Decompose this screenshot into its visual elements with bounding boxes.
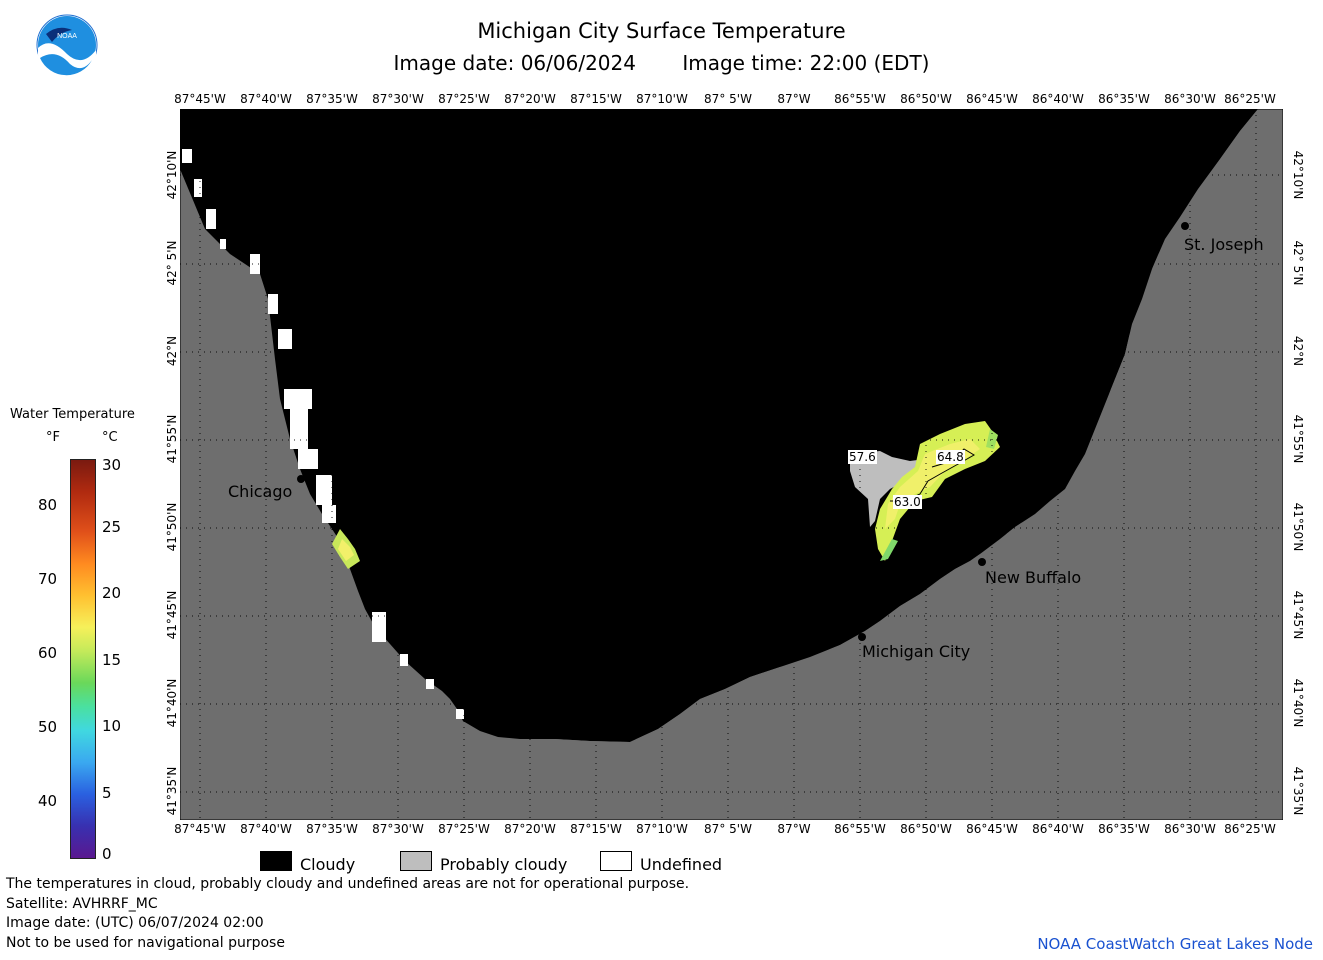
lon-tick-bottom: 87°20'W xyxy=(504,822,556,836)
c-tick: 0 xyxy=(102,845,112,863)
legend-title: Water Temperature xyxy=(10,407,135,422)
lon-tick-bottom: 87°35'W xyxy=(306,822,358,836)
lon-tick-bottom: 86°30'W xyxy=(1164,822,1216,836)
lon-tick-top: 87°40'W xyxy=(240,92,292,106)
lon-tick-top: 87° 5'W xyxy=(704,92,752,106)
lon-tick-bottom: 87°10'W xyxy=(636,822,688,836)
contour-label-c: 63.0 xyxy=(893,495,922,509)
chicago-marker xyxy=(297,475,305,483)
st-joseph-marker xyxy=(1181,222,1189,230)
lake-body xyxy=(180,109,1258,742)
legend-unit-c: °C xyxy=(102,430,118,445)
lon-tick-top: 86°30'W xyxy=(1164,92,1216,106)
lon-tick-top: 87°10'W xyxy=(636,92,688,106)
c-tick: 5 xyxy=(102,784,112,802)
lon-tick-top: 87°25'W xyxy=(438,92,490,106)
probably-cloudy-patch xyxy=(850,451,925,527)
lon-tick-bottom: 87°15'W xyxy=(570,822,622,836)
lon-tick-bottom: 86°40'W xyxy=(1032,822,1084,836)
f-tick: 80 xyxy=(38,496,58,514)
undefined-swatch xyxy=(600,851,632,871)
lon-tick-bottom: 86°35'W xyxy=(1098,822,1150,836)
map-subtitle: Image date: 06/06/2024 Image time: 22:00… xyxy=(0,51,1323,75)
noaa-logo: NOAA xyxy=(36,14,98,76)
lon-tick-bottom: 87°30'W xyxy=(372,822,424,836)
image-time: Image time: 22:00 (EDT) xyxy=(682,51,930,75)
lon-tick-top: 87°W xyxy=(777,92,811,106)
probably-cloudy-swatch xyxy=(400,851,432,871)
lat-tick-right: 41°50'N xyxy=(1291,502,1305,552)
c-tick: 10 xyxy=(102,717,122,735)
michigan-city-label: Michigan City xyxy=(862,642,971,661)
satellite-label: Satellite: AVHRRF_MC xyxy=(6,896,158,912)
lon-tick-top: 87°15'W xyxy=(570,92,622,106)
new-buffalo-marker xyxy=(978,558,986,566)
lat-tick-right: 41°35'N xyxy=(1291,766,1305,816)
lon-tick-bottom: 87° 5'W xyxy=(704,822,752,836)
map-area xyxy=(180,109,1283,820)
nav-warning: Not to be used for navigational purpose xyxy=(6,935,285,951)
lat-tick-left: 42°N xyxy=(165,335,179,367)
lon-tick-top: 86°55'W xyxy=(834,92,886,106)
lon-tick-top: 86°35'W xyxy=(1098,92,1150,106)
lon-tick-top: 87°45'W xyxy=(174,92,226,106)
image-date: Image date: 06/06/2024 xyxy=(393,51,636,75)
lon-tick-bottom: 87°25'W xyxy=(438,822,490,836)
lat-tick-left: 41°40'N xyxy=(165,678,179,728)
color-bar xyxy=(70,459,96,859)
contour-label-b: 64.8 xyxy=(936,450,965,464)
michigan-city-marker xyxy=(858,633,866,641)
lon-tick-bottom: 86°25'W xyxy=(1224,822,1276,836)
new-buffalo-label: New Buffalo xyxy=(985,568,1082,587)
lat-tick-left: 41°55'N xyxy=(165,414,179,464)
chicago-label: Chicago xyxy=(228,482,293,501)
c-tick: 30 xyxy=(102,456,122,474)
lat-tick-left: 41°45'N xyxy=(165,590,179,640)
lon-tick-top: 86°25'W xyxy=(1224,92,1276,106)
lat-tick-right: 42° 5'N xyxy=(1291,240,1305,286)
lat-tick-right: 41°55'N xyxy=(1291,414,1305,464)
lon-tick-bottom: 87°45'W xyxy=(174,822,226,836)
lon-tick-top: 87°20'W xyxy=(504,92,556,106)
lon-tick-top: 86°50'W xyxy=(900,92,952,106)
south-land xyxy=(180,109,1283,820)
c-tick: 25 xyxy=(102,518,122,536)
lat-tick-left: 41°50'N xyxy=(165,502,179,552)
credit-label: NOAA CoastWatch Great Lakes Node xyxy=(1037,935,1313,953)
undefined-label: Undefined xyxy=(640,855,723,874)
lon-tick-bottom: 86°50'W xyxy=(900,822,952,836)
st-joseph-label: St. Joseph xyxy=(1184,235,1264,254)
lat-tick-left: 41°35'N xyxy=(165,766,179,816)
lon-tick-bottom: 86°55'W xyxy=(834,822,886,836)
lat-tick-left: 42°10'N xyxy=(165,150,179,200)
lat-tick-right: 41°45'N xyxy=(1291,590,1305,640)
logo-text: NOAA xyxy=(57,33,77,40)
lat-tick-right: 41°40'N xyxy=(1291,678,1305,728)
lon-tick-top: 86°40'W xyxy=(1032,92,1084,106)
cloudy-swatch xyxy=(260,851,292,871)
f-tick: 40 xyxy=(38,792,58,810)
lat-tick-right: 42°N xyxy=(1291,335,1305,367)
map-title: Michigan City Surface Temperature xyxy=(477,19,846,43)
lon-tick-top: 87°35'W xyxy=(306,92,358,106)
probably-cloudy-label: Probably cloudy xyxy=(440,855,568,874)
lon-tick-top: 87°30'W xyxy=(372,92,424,106)
lon-tick-bottom: 86°45'W xyxy=(966,822,1018,836)
f-tick: 70 xyxy=(38,570,58,588)
lat-tick-left: 42° 5'N xyxy=(165,240,179,286)
c-tick: 15 xyxy=(102,651,122,669)
c-tick: 20 xyxy=(102,584,122,602)
legend-unit-f: °F xyxy=(46,430,60,445)
cloudy-label: Cloudy xyxy=(300,855,356,874)
lon-tick-bottom: 87°W xyxy=(777,822,811,836)
f-tick: 60 xyxy=(38,644,58,662)
contour-label-a: 57.6 xyxy=(848,450,877,464)
footer-note: The temperatures in cloud, probably clou… xyxy=(6,876,690,892)
lon-tick-top: 86°45'W xyxy=(966,92,1018,106)
undefined-patches xyxy=(182,149,464,719)
lon-tick-bottom: 87°40'W xyxy=(240,822,292,836)
lat-tick-right: 42°10'N xyxy=(1291,150,1305,200)
utc-date-label: Image date: (UTC) 06/07/2024 02:00 xyxy=(6,915,264,931)
f-tick: 50 xyxy=(38,718,58,736)
